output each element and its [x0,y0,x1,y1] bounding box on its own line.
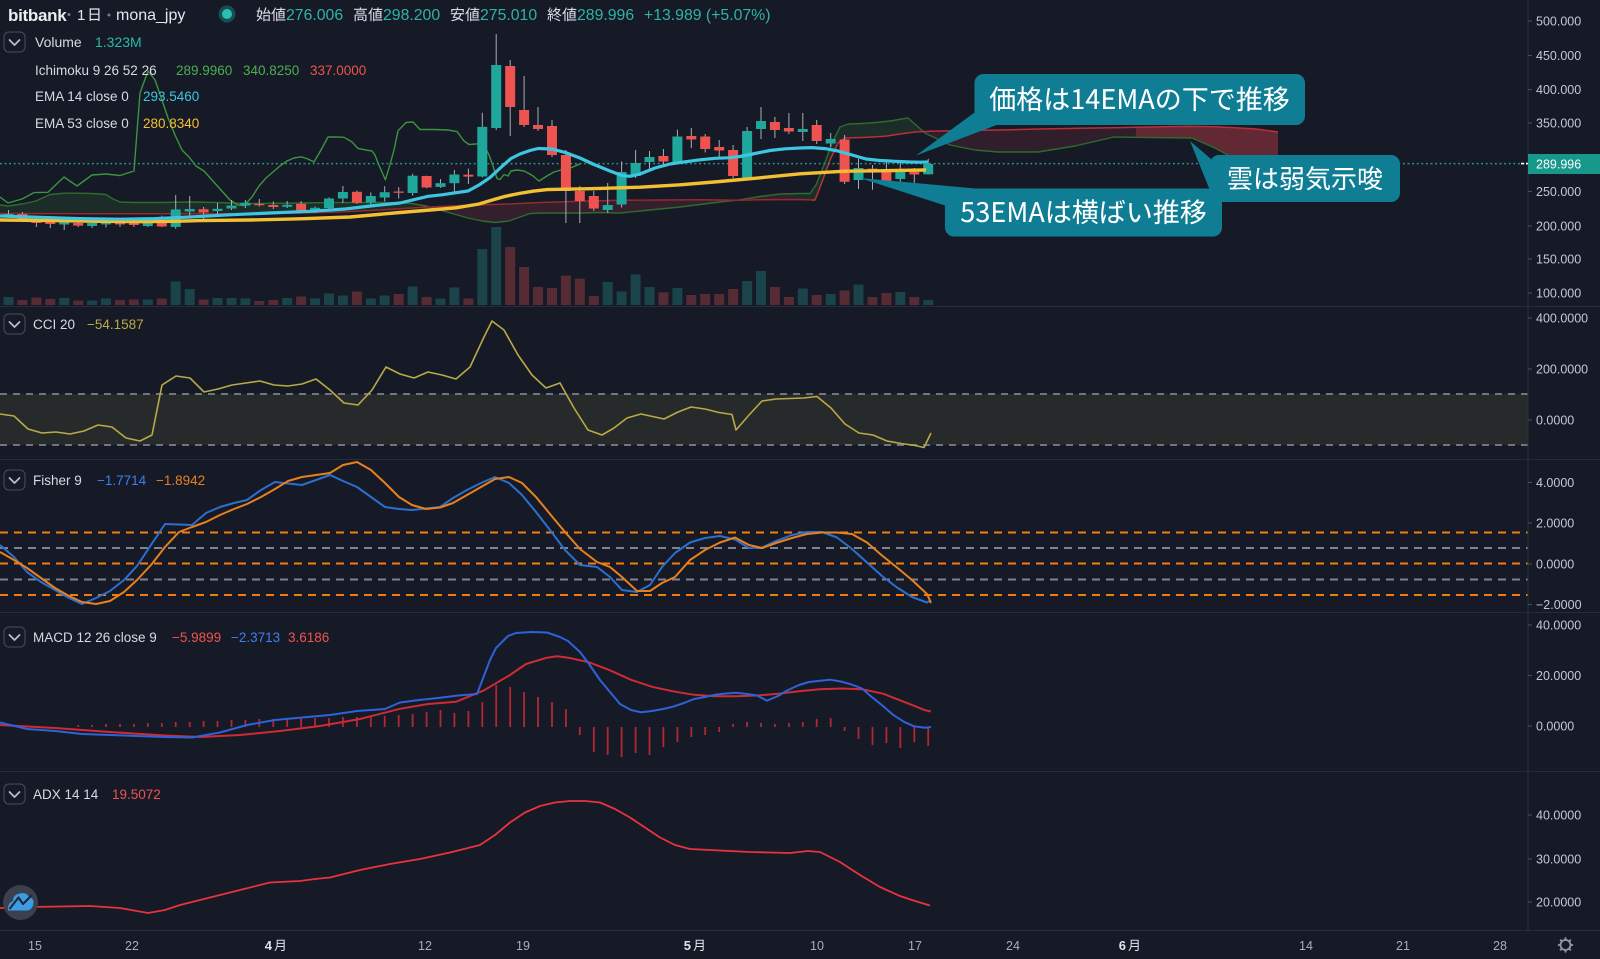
svg-text:280.8340: 280.8340 [143,116,199,131]
svg-text:276.006: 276.006 [286,7,343,24]
svg-text:400.000: 400.000 [1536,83,1581,97]
svg-text:22: 22 [125,939,139,953]
svg-text:6: 6 [1119,938,1126,953]
svg-text:4.0000: 4.0000 [1536,476,1574,490]
svg-text:−2.3713: −2.3713 [231,630,280,645]
svg-text:289.996: 289.996 [1536,158,1581,172]
svg-text:40.0000: 40.0000 [1536,618,1581,632]
svg-text:40.0000: 40.0000 [1536,808,1581,822]
svg-text:−54.1587: −54.1587 [87,317,144,332]
svg-text:CCI 20: CCI 20 [33,317,75,332]
svg-text:21: 21 [1396,939,1410,953]
svg-text:2.0000: 2.0000 [1536,516,1574,530]
svg-text:19.5072: 19.5072 [112,787,161,802]
svg-text:+13.989 (+5.07%): +13.989 (+5.07%) [644,7,770,24]
svg-text:500.000: 500.000 [1536,14,1581,28]
svg-text:EMA 14 close 0: EMA 14 close 0 [35,89,129,104]
svg-text:−2.0000: −2.0000 [1536,598,1582,612]
svg-text:ADX 14 14: ADX 14 14 [33,787,99,802]
svg-text:289.996: 289.996 [577,7,634,24]
svg-text:1.323M: 1.323M [95,34,142,50]
svg-text:24: 24 [1006,939,1020,953]
svg-text:337.0000: 337.0000 [310,63,366,78]
svg-text:293.5460: 293.5460 [143,89,199,104]
svg-text:28: 28 [1493,939,1507,953]
svg-text:EMA 53 close 0: EMA 53 close 0 [35,116,129,131]
svg-text:3.6186: 3.6186 [288,630,329,645]
svg-text:MACD 12 26 close 9: MACD 12 26 close 9 [33,630,157,645]
svg-text:−5.9899: −5.9899 [172,630,221,645]
svg-text:−1.7714: −1.7714 [97,473,147,488]
svg-text:0.0000: 0.0000 [1536,719,1574,733]
svg-text:5: 5 [684,938,691,953]
svg-text:17: 17 [908,939,922,953]
svg-text:14: 14 [1299,939,1313,953]
svg-text:Fisher 9: Fisher 9 [33,473,82,488]
svg-text:12: 12 [418,939,432,953]
svg-text:289.9960: 289.9960 [176,63,232,78]
svg-text:200.000: 200.000 [1536,219,1581,233]
svg-text:Volume: Volume [35,34,82,50]
svg-text:15: 15 [28,939,42,953]
svg-text:10: 10 [810,939,824,953]
svg-text:1: 1 [77,7,85,24]
svg-text:−1.8942: −1.8942 [156,473,205,488]
svg-text:0.0000: 0.0000 [1536,413,1574,427]
svg-text:350.000: 350.000 [1536,116,1581,130]
svg-text:298.200: 298.200 [383,7,440,24]
svg-text:100.000: 100.000 [1536,286,1581,300]
svg-text:0.0000: 0.0000 [1536,557,1574,571]
svg-text:bitbank: bitbank [8,6,67,25]
svg-text:4: 4 [265,938,273,953]
svg-text:250.000: 250.000 [1536,185,1581,199]
svg-text:450.000: 450.000 [1536,49,1581,63]
svg-text:200.0000: 200.0000 [1536,362,1588,376]
svg-text:mona_jpy: mona_jpy [116,7,185,24]
svg-text:275.010: 275.010 [480,7,537,24]
svg-text:340.8250: 340.8250 [243,63,299,78]
svg-text:20.0000: 20.0000 [1536,895,1581,909]
svg-text:30.0000: 30.0000 [1536,852,1581,866]
svg-text:19: 19 [516,939,530,953]
svg-text:Ichimoku 9 26 52 26: Ichimoku 9 26 52 26 [35,63,157,78]
svg-text:150.000: 150.000 [1536,252,1581,266]
svg-text:20.0000: 20.0000 [1536,669,1581,683]
svg-text:400.0000: 400.0000 [1536,311,1588,325]
